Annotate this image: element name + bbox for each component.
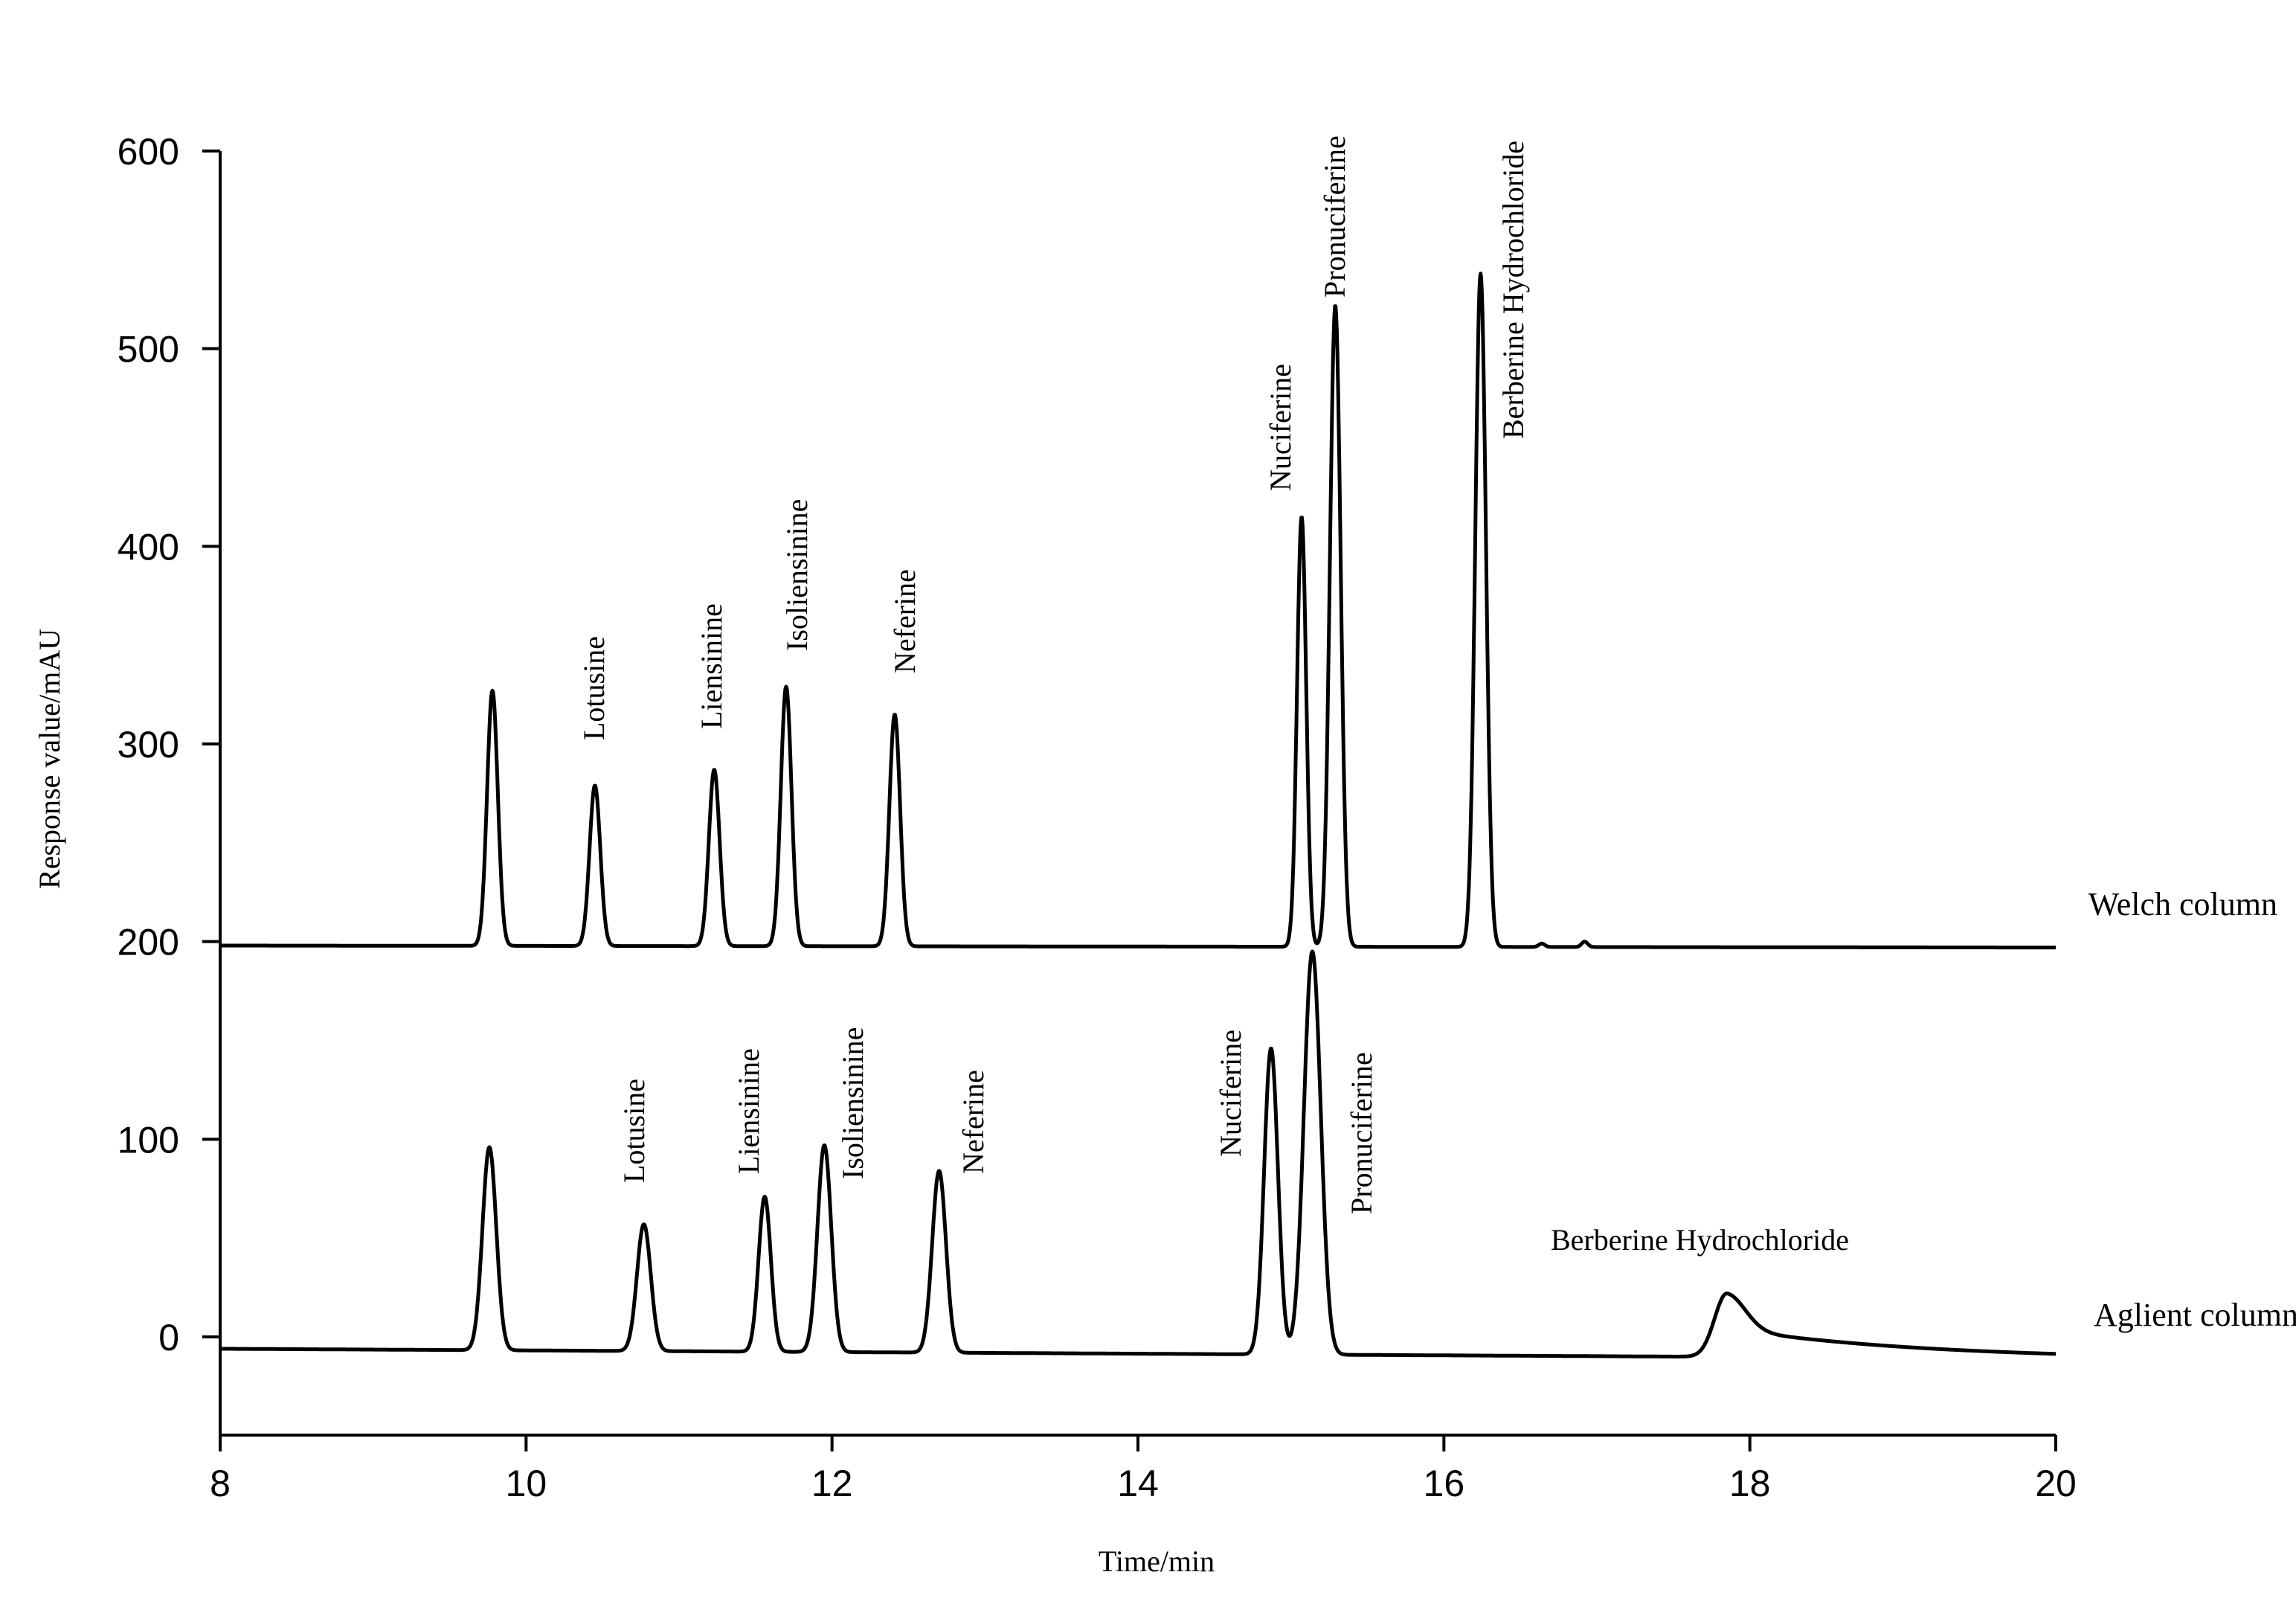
series-label-aglient: Aglient column [2094,1297,2296,1333]
y-axis-title: Response value/mAU [33,629,66,889]
x-tick-label: 18 [1729,1463,1771,1504]
x-tick-label: 20 [2035,1463,2077,1504]
series-line-welch [219,272,2057,950]
y-tick-label: 600 [118,131,179,173]
peak-label: Nuciferine [1214,1030,1247,1157]
peak-label: Nuciferine [1264,364,1297,491]
y-tick-label: 400 [118,526,179,568]
x-tick-label: 10 [506,1463,547,1504]
series-line-aglient [219,949,2057,1358]
x-tick-label: 16 [1424,1463,1465,1504]
y-tick-label: 100 [118,1119,179,1161]
x-tick-label: 14 [1117,1463,1159,1504]
x-tick-label: 12 [811,1463,853,1504]
peak-label: Neferine [888,569,922,673]
peak-label: Isoliensinine [836,1027,869,1179]
peak-label: Lotusine [617,1079,651,1183]
peak-label: Lotusine [577,636,611,740]
peak-label: Pronuciferine [1345,1052,1378,1214]
y-tick-label: 300 [118,724,179,766]
peak-label: Berberine Hydrochloride [1496,141,1530,439]
x-axis-title: Time/min [1099,1544,1215,1578]
peak-label: Pronuciferine [1318,135,1351,298]
series-label-welch: Welch column [2088,886,2277,923]
peak-label: Liensinine [695,603,728,729]
traces [219,272,2057,1358]
peak-label: Liensinine [732,1048,765,1174]
y-tick-label: 500 [118,329,179,370]
y-tick-label: 0 [158,1317,179,1358]
peak-label: Neferine [956,1070,990,1174]
peak-label: Berberine Hydrochloride [1551,1223,1849,1257]
peak-label: Isoliensinine [780,499,814,651]
y-tick-label: 200 [118,922,179,963]
peak-labels: Welch column Lotusine Liensinine Isoliensin… [577,135,2296,1333]
x-tick-label: 8 [210,1463,231,1504]
axes: 0 100 200 300 400 500 600 8 10 12 14 16 18 20 [118,131,2077,1504]
